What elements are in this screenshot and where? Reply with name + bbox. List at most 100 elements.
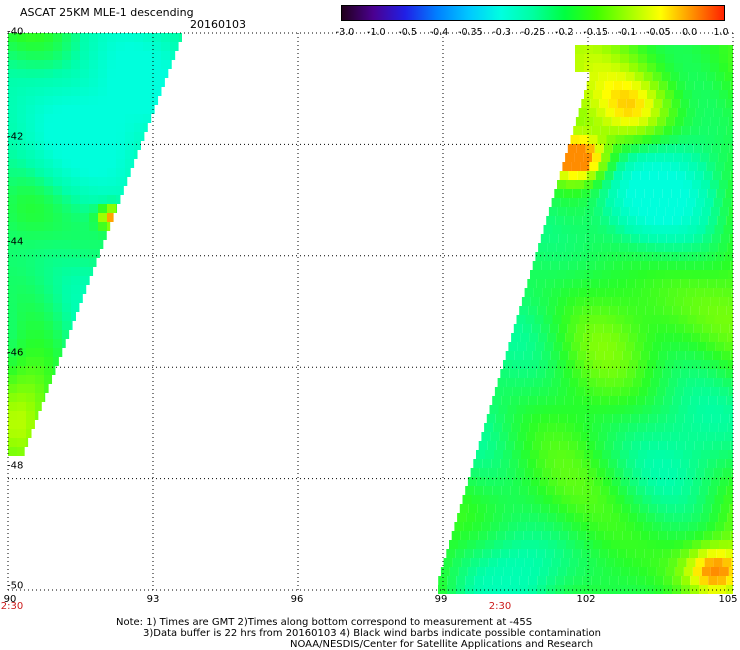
wind-cell	[730, 531, 733, 540]
wind-cell	[522, 324, 532, 333]
wind-cell	[600, 126, 610, 135]
wind-cell	[640, 351, 650, 360]
wind-cell	[643, 162, 653, 171]
wind-cell	[53, 330, 62, 339]
wind-cell	[564, 216, 574, 225]
wind-cell	[529, 423, 539, 432]
wind-cell	[17, 78, 26, 87]
wind-cell	[8, 411, 17, 420]
wind-cell	[655, 423, 665, 432]
wind-cell	[476, 450, 485, 459]
wind-cell	[591, 216, 601, 225]
wind-cell	[663, 486, 673, 495]
wind-cell	[700, 423, 710, 432]
wind-cell	[8, 87, 17, 96]
wind-cell	[673, 153, 683, 162]
wind-cell	[591, 486, 601, 495]
wind-cell	[26, 240, 35, 249]
wind-cell	[569, 468, 579, 477]
wind-cell	[690, 126, 700, 135]
wind-cell	[8, 339, 17, 348]
wind-cell	[679, 252, 689, 261]
wind-cell	[17, 204, 26, 213]
wind-cell	[608, 279, 618, 288]
wind-cell	[506, 468, 516, 477]
wind-cell	[710, 567, 720, 576]
wind-cell	[532, 261, 542, 270]
wind-cell	[725, 279, 733, 288]
wind-cell	[570, 135, 580, 144]
wind-cell	[613, 81, 623, 90]
wind-cell	[544, 522, 554, 531]
wind-cell	[465, 486, 475, 495]
wind-cell	[551, 468, 561, 477]
note-line-2: 3)Data buffer is 22 hrs from 20160103 4)…	[143, 628, 601, 639]
wind-cell	[652, 522, 662, 531]
wind-cell	[668, 288, 678, 297]
wind-cell	[727, 243, 733, 252]
wind-cell	[598, 342, 608, 351]
wind-cell	[44, 303, 53, 312]
wind-cell	[661, 432, 671, 441]
wind-cell	[705, 135, 715, 144]
wind-cell	[116, 33, 125, 42]
wind-cell	[26, 276, 35, 285]
wind-cell	[35, 375, 44, 384]
wind-cell	[719, 117, 729, 126]
wind-cell	[44, 204, 53, 213]
wind-cell	[659, 468, 669, 477]
wind-cell	[656, 54, 665, 63]
wind-cell	[575, 63, 584, 72]
wind-cell	[456, 576, 466, 585]
wind-cell	[644, 369, 654, 378]
wind-cell	[17, 366, 26, 375]
wind-cell	[593, 297, 603, 306]
wind-cell	[593, 54, 602, 63]
wind-cell	[647, 360, 656, 369]
wind-cell	[89, 186, 98, 195]
wind-cell	[17, 114, 26, 123]
wind-cell	[622, 351, 632, 360]
wind-cell	[660, 135, 670, 144]
colorbar-label: -0.5	[398, 27, 417, 38]
wind-cell	[604, 351, 614, 360]
wind-cell	[698, 369, 708, 378]
wind-cell	[596, 288, 606, 297]
wind-cell	[17, 375, 26, 384]
wind-cell	[62, 87, 71, 96]
wind-cell	[17, 357, 26, 366]
wind-cell	[53, 141, 62, 150]
wind-cell	[107, 69, 116, 78]
wind-cell	[26, 429, 32, 438]
wind-cell	[89, 141, 98, 150]
wind-cell	[714, 225, 724, 234]
wind-cell	[728, 477, 733, 486]
wind-cell	[629, 90, 638, 99]
wind-cell	[8, 438, 17, 447]
wind-cell	[710, 360, 719, 369]
wind-cell	[575, 270, 584, 279]
wind-cell	[8, 78, 17, 87]
wind-cell	[601, 243, 611, 252]
wind-cell	[62, 96, 71, 105]
wind-cell	[62, 114, 71, 123]
wind-cell	[582, 585, 591, 594]
wind-cell	[719, 387, 729, 396]
wind-cell	[80, 186, 89, 195]
wind-cell	[610, 153, 620, 162]
wind-cell	[608, 369, 618, 378]
wind-cell	[618, 306, 628, 315]
wind-cell	[125, 132, 134, 141]
wind-cell	[719, 90, 728, 99]
wind-cell	[528, 306, 538, 315]
wind-cell	[710, 63, 719, 72]
wind-cell	[520, 513, 530, 522]
wind-cell	[573, 396, 583, 405]
wind-cell	[625, 342, 635, 351]
wind-cell	[508, 522, 518, 531]
wind-cell	[691, 243, 701, 252]
wind-cell	[597, 135, 607, 144]
wind-cell	[690, 576, 700, 585]
wind-cell	[89, 177, 98, 186]
wind-cell	[528, 576, 538, 585]
